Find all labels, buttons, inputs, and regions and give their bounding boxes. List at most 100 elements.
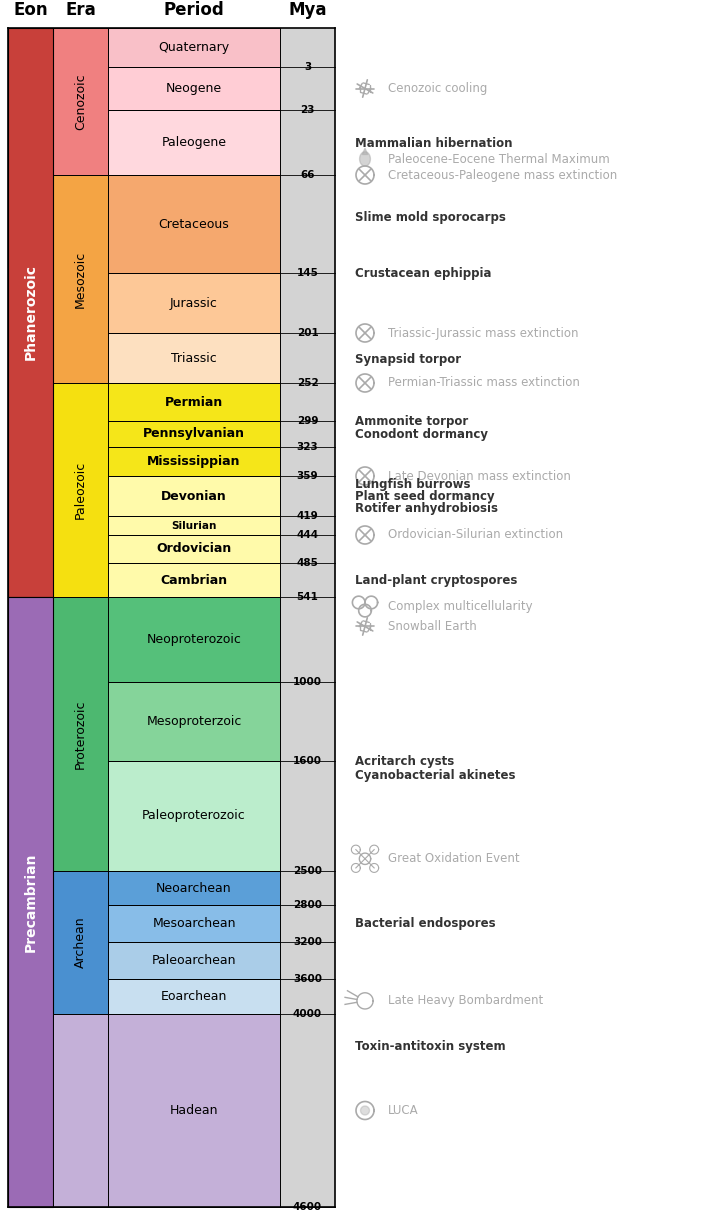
Text: 3200: 3200	[293, 937, 322, 947]
Text: Mammalian hibernation: Mammalian hibernation	[355, 136, 513, 150]
Bar	[108, 942, 280, 978]
Bar	[53, 28, 108, 175]
Text: 359: 359	[297, 471, 319, 481]
Bar	[108, 516, 280, 535]
Text: 444: 444	[296, 529, 319, 540]
Bar	[108, 110, 280, 175]
Bar	[108, 1014, 280, 1207]
Text: Great Oxidation Event: Great Oxidation Event	[388, 852, 520, 865]
Text: 1600: 1600	[293, 756, 322, 765]
Text: Mesoarchean: Mesoarchean	[152, 916, 236, 930]
Text: 2500: 2500	[293, 867, 322, 876]
Text: 541: 541	[296, 591, 319, 602]
Bar	[108, 447, 280, 476]
Text: Ordovician: Ordovician	[156, 543, 232, 555]
Bar	[53, 1014, 108, 1207]
Text: Ordovician-Silurian extinction: Ordovician-Silurian extinction	[388, 528, 563, 542]
Text: 2800: 2800	[293, 901, 322, 910]
Text: 3600: 3600	[293, 974, 322, 985]
Bar	[108, 476, 280, 516]
Text: 419: 419	[297, 511, 319, 521]
Bar	[108, 871, 280, 905]
Text: Permian-Triassic mass extinction: Permian-Triassic mass extinction	[388, 376, 580, 389]
Text: Neogene: Neogene	[166, 82, 222, 95]
Bar	[53, 871, 108, 1014]
Text: Acritarch cysts: Acritarch cysts	[355, 755, 454, 768]
Bar	[8, 28, 53, 598]
Text: Cretaceous: Cretaceous	[159, 218, 229, 230]
Text: Devonian: Devonian	[161, 489, 227, 503]
Bar	[108, 905, 280, 942]
Text: Phanerozoic: Phanerozoic	[24, 264, 37, 360]
Text: Synapsid torpor: Synapsid torpor	[355, 353, 461, 366]
Text: Era: Era	[65, 1, 96, 19]
Text: Lungfish burrows: Lungfish burrows	[355, 478, 470, 492]
Text: 1000: 1000	[293, 677, 322, 688]
Text: Eoarchean: Eoarchean	[161, 989, 227, 1003]
Bar	[108, 421, 280, 447]
Bar	[108, 563, 280, 598]
Text: 252: 252	[297, 378, 319, 388]
Text: Mesozoic: Mesozoic	[74, 251, 87, 308]
Text: Cyanobacterial akinetes: Cyanobacterial akinetes	[355, 769, 516, 783]
Text: Jurassic: Jurassic	[170, 297, 218, 309]
Text: Neoarchean: Neoarchean	[156, 881, 232, 894]
Bar	[53, 598, 108, 871]
Bar	[108, 383, 280, 421]
Text: Paleoproterozoic: Paleoproterozoic	[142, 809, 246, 823]
Text: Conodont dormancy: Conodont dormancy	[355, 427, 488, 441]
Text: Paleoarchean: Paleoarchean	[152, 954, 237, 968]
Text: Mya: Mya	[288, 1, 326, 19]
Polygon shape	[360, 1106, 370, 1115]
Text: 323: 323	[297, 442, 319, 452]
Text: 4600: 4600	[293, 1202, 322, 1212]
Text: Pennsylvanian: Pennsylvanian	[143, 427, 245, 441]
Text: Precambrian: Precambrian	[24, 852, 37, 952]
Polygon shape	[362, 148, 367, 155]
Text: Eon: Eon	[13, 1, 47, 19]
Text: 66: 66	[301, 170, 315, 180]
Text: Snowball Earth: Snowball Earth	[388, 619, 477, 633]
Text: 485: 485	[296, 559, 319, 568]
Text: 4000: 4000	[293, 1009, 322, 1019]
Text: Crustacean ephippia: Crustacean ephippia	[355, 267, 492, 280]
Text: Paleogene: Paleogene	[162, 136, 226, 148]
Text: Bacterial endospores: Bacterial endospores	[355, 916, 495, 930]
Text: Quaternary: Quaternary	[158, 41, 229, 54]
Bar	[108, 978, 280, 1014]
Bar	[53, 383, 108, 598]
Text: Late Heavy Bombardment: Late Heavy Bombardment	[388, 994, 544, 1008]
Bar	[108, 273, 280, 333]
Bar	[108, 28, 280, 67]
Bar	[108, 535, 280, 563]
Bar	[280, 28, 335, 1207]
Text: 3: 3	[304, 62, 311, 72]
Text: Paleozoic: Paleozoic	[74, 461, 87, 520]
Text: Proterozoic: Proterozoic	[74, 700, 87, 769]
Text: Period: Period	[164, 1, 224, 19]
Text: 145: 145	[296, 268, 319, 277]
Text: Late Devonian mass extinction: Late Devonian mass extinction	[388, 470, 571, 482]
Text: Paleocene-Eocene Thermal Maximum: Paleocene-Eocene Thermal Maximum	[388, 153, 610, 167]
Bar	[108, 67, 280, 110]
Text: 201: 201	[297, 329, 319, 338]
Text: Cenozoic: Cenozoic	[74, 73, 87, 130]
Bar	[53, 175, 108, 383]
Text: Cretaceous-Paleogene mass extinction: Cretaceous-Paleogene mass extinction	[388, 168, 617, 181]
Text: Mississippian: Mississippian	[147, 455, 241, 469]
Text: Toxin-antitoxin system: Toxin-antitoxin system	[355, 1039, 505, 1053]
Text: LUCA: LUCA	[388, 1104, 418, 1117]
Text: Land-plant cryptospores: Land-plant cryptospores	[355, 573, 518, 587]
Bar	[108, 175, 280, 273]
Text: Triassic-Jurassic mass extinction: Triassic-Jurassic mass extinction	[388, 326, 579, 340]
Text: Ammonite torpor: Ammonite torpor	[355, 415, 468, 427]
Polygon shape	[360, 152, 370, 167]
Text: Silurian: Silurian	[171, 521, 216, 531]
Text: Cenozoic cooling: Cenozoic cooling	[388, 82, 487, 95]
Bar	[108, 598, 280, 682]
Text: Rotifer anhydrobiosis: Rotifer anhydrobiosis	[355, 503, 498, 515]
Text: Complex multicellularity: Complex multicellularity	[388, 600, 533, 612]
Text: Permian: Permian	[165, 396, 223, 409]
Text: Triassic: Triassic	[171, 352, 217, 365]
Text: Cambrian: Cambrian	[160, 573, 227, 587]
